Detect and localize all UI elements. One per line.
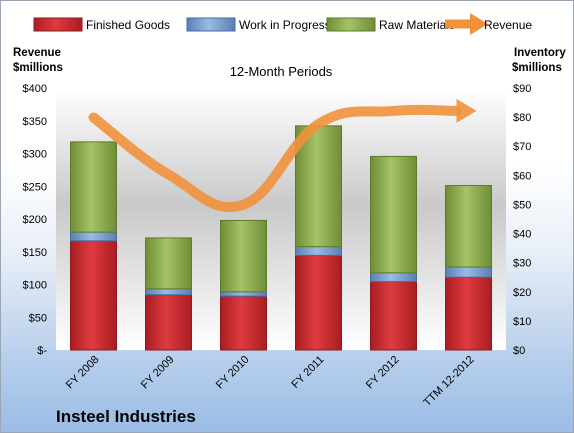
right-axis-tick-label: $70 [513,141,531,153]
bar-raw-materials [445,185,492,268]
bar-finished-goods [370,281,417,351]
left-axis-tick-label: $150 [23,247,47,259]
legend-label-finished-goods: Finished Goods [86,18,170,32]
left-axis-tick-label: $300 [23,149,47,161]
bar-finished-goods [145,294,192,351]
bar-work-in-progress [145,288,192,296]
left-axis-tick-label: $- [37,345,47,357]
legend-swatch-revenue [445,13,488,35]
bar-work-in-progress [370,272,417,283]
right-axis-tick-label: $90 [513,83,531,95]
plot-area [56,88,506,350]
bar-finished-goods [70,240,117,351]
category-label: FY 2009 [139,354,177,392]
right-axis-tick-label: $80 [513,112,531,124]
bar-raw-materials [220,219,267,293]
legend: Finished Goods Work in Progress Raw Mate… [33,13,532,35]
category-label: FY 2011 [289,354,326,391]
category-label: FY 2008 [64,354,102,392]
left-axis-tick-label: $100 [23,280,47,292]
legend-swatch-raw-materials [326,17,376,32]
right-axis-tick-label: $50 [513,199,531,211]
right-axis-tick-label: $40 [513,229,531,241]
bar-raw-materials [295,125,342,248]
category-label: TTM 12-2012 [421,354,476,409]
left-axis-tick-label: $250 [23,181,47,193]
right-axis-tick-label: $60 [513,170,531,182]
legend-label-revenue: Revenue [484,18,532,32]
legend-label-raw-materials: Raw Materials [379,18,455,32]
legend-label-work-in-progress: Work in Progress [239,18,331,32]
legend-swatch-finished-goods [33,17,83,32]
bar-work-in-progress [295,246,342,256]
right-axis-tick-label: $20 [513,287,531,299]
legend-swatch-work-in-progress [186,17,236,32]
left-axis-tick-label: $200 [23,214,47,226]
bar-work-in-progress [445,266,492,278]
left-axis-title-line2: $millions [13,62,63,74]
company-name: Insteel Industries [56,407,196,426]
right-axis-tick-label: $10 [513,316,531,328]
left-axis-tick-label: $400 [23,83,47,95]
bar-work-in-progress [70,231,117,242]
left-axis-tick-label: $350 [23,116,47,128]
bar-raw-materials [145,237,192,290]
bar-finished-goods [445,276,492,351]
right-axis-title-line1: Inventory [514,47,566,59]
bar-raw-materials [370,155,417,274]
right-axis-tick-label: $30 [513,258,531,270]
revenue-arrowhead [456,98,477,123]
chart-subtitle: 12-Month Periods [230,64,333,79]
category-label: FY 2012 [364,354,402,392]
bar-work-in-progress [220,291,267,297]
revenue-line [88,104,462,212]
left-axis-tick-label: $50 [29,312,47,324]
bar-raw-materials [70,141,117,233]
bar-finished-goods [295,254,342,351]
category-label: FY 2010 [214,354,252,392]
right-axis-tick-label: $0 [513,345,525,357]
right-axis-title-line2: $millions [512,62,562,74]
bar-finished-goods [220,295,267,351]
left-axis-title-line1: Revenue [13,47,61,59]
